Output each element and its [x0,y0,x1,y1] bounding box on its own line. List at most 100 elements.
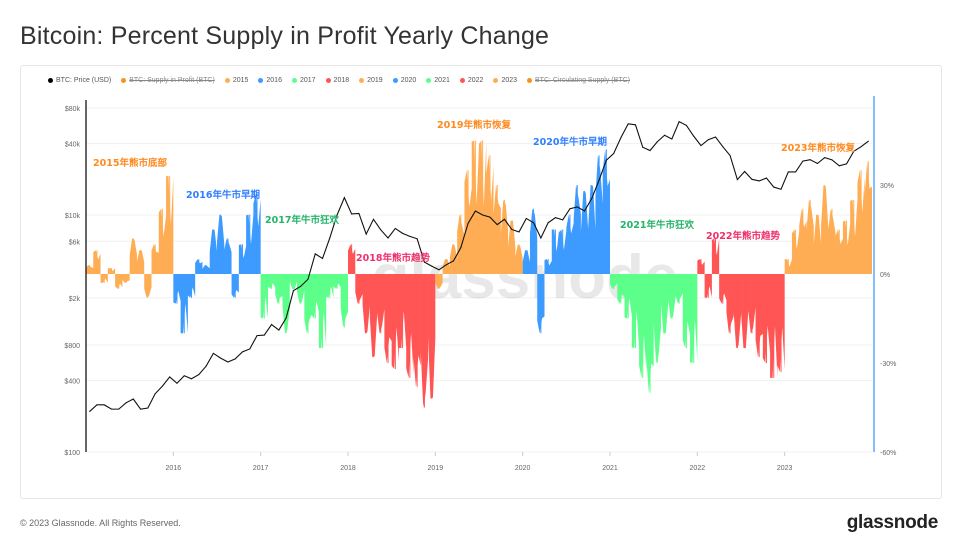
y-left-tick-label: $100 [64,450,80,457]
price-point [751,178,753,180]
y-left-tick-label: $800 [64,343,80,350]
y-left-tick-label: $40k [65,142,81,149]
legend-label: 2022 [467,77,484,84]
price-point [409,235,411,237]
chart-legend: BTC: Price (USD) BTC: Supply in Profit (B… [48,77,630,84]
price-point [605,159,607,161]
price-point [125,402,127,404]
y-left-tick-label: $2k [69,296,81,303]
price-point [853,150,855,152]
x-tick-label: 2020 [515,465,531,472]
legend-item[interactable]: 2020 [392,77,416,84]
x-tick-label: 2019 [428,465,444,472]
price-point [685,124,687,126]
legend-label: 2023 [501,77,518,84]
price-point [453,260,455,262]
legend-dot-icon [291,78,297,83]
page-title: Bitcoin: Percent Supply in Profit Yearly… [20,22,550,50]
legend-label: 2015 [232,77,249,84]
legend-item[interactable]: 2018 [325,77,350,84]
legend-item[interactable]: BTC: Circulating Supply (BTC) [527,77,630,84]
price-point [140,408,142,410]
legend-item[interactable]: 2022 [459,77,484,84]
copyright: © 2023 Glassnode. All Rights Reserved. [20,518,181,528]
price-point [241,351,243,353]
price-point [511,228,513,230]
price-point [664,134,666,136]
area-series-2018 [348,244,436,408]
price-point [700,145,702,147]
price-point [780,188,782,190]
chart-card [20,65,942,499]
legend-item[interactable]: 2021 [426,77,450,84]
price-point [285,317,287,319]
price-point [89,410,91,412]
price-point [161,385,163,387]
price-point [445,264,447,266]
legend-item[interactable]: 2019 [359,77,383,84]
price-point [773,186,775,188]
glassnode-logo: glassnode [846,512,939,533]
price-point [846,163,848,165]
legend-label: BTC: Supply in Profit (BTC) [129,77,215,84]
price-point [96,404,98,406]
price-point [831,159,833,161]
legend-item[interactable]: 2017 [291,77,316,84]
legend-item[interactable]: BTC: Supply in Profit (BTC) [121,77,215,84]
annotation-label: 2021年牛市狂欢 [620,219,694,231]
x-tick-label: 2017 [253,465,269,472]
price-point [787,171,789,173]
price-point [256,335,258,337]
price-point [438,269,440,271]
price-point [649,150,651,152]
legend-item[interactable]: 2016 [258,77,282,84]
annotation-label: 2016年牛市早期 [186,189,260,201]
price-point [227,361,229,363]
price-point [482,214,484,216]
price-point [736,179,738,181]
price-point [467,222,469,224]
legend-item[interactable]: BTC: Price (USD) [48,77,111,84]
legend-item[interactable]: 2023 [493,77,517,84]
x-tick-label: 2022 [690,465,706,472]
price-point [365,233,367,235]
price-point [336,214,338,216]
price-point [758,180,760,182]
price-point [278,329,280,331]
area-series-2015 [86,176,174,298]
price-point [816,163,818,165]
price-point [423,261,425,263]
price-point [620,137,622,139]
price-point [634,124,636,126]
price-point [394,227,396,229]
annotation-label: 2017年牛市狂欢 [265,214,339,226]
price-point [103,404,105,406]
price-point [569,208,571,210]
legend-dot-icon [459,78,465,83]
price-point [824,157,826,159]
y-left-tick-label: $400 [64,379,80,386]
y-right-tick-label: 30% [880,183,894,190]
price-point [271,324,273,326]
price-point [707,139,709,141]
legend-dot-icon [493,78,499,83]
area-series-2019 [435,140,523,289]
legend-label: 2018 [333,77,350,84]
price-point [802,160,804,162]
price-point [220,357,222,359]
price-point [533,222,535,224]
price-point [343,197,345,199]
price-point [358,212,360,214]
price-point [154,393,156,395]
legend-item[interactable]: 2015 [224,77,249,84]
price-point [584,210,586,212]
legend-dot-icon [121,78,127,83]
annotation-label: 2019年熊市恢复 [437,119,511,131]
price-point [591,197,593,199]
x-tick-label: 2016 [166,465,182,472]
price-point [576,206,578,208]
legend-label: 2016 [266,77,282,84]
price-point [460,247,462,249]
price-point [838,165,840,167]
legend-dot-icon [426,78,432,83]
